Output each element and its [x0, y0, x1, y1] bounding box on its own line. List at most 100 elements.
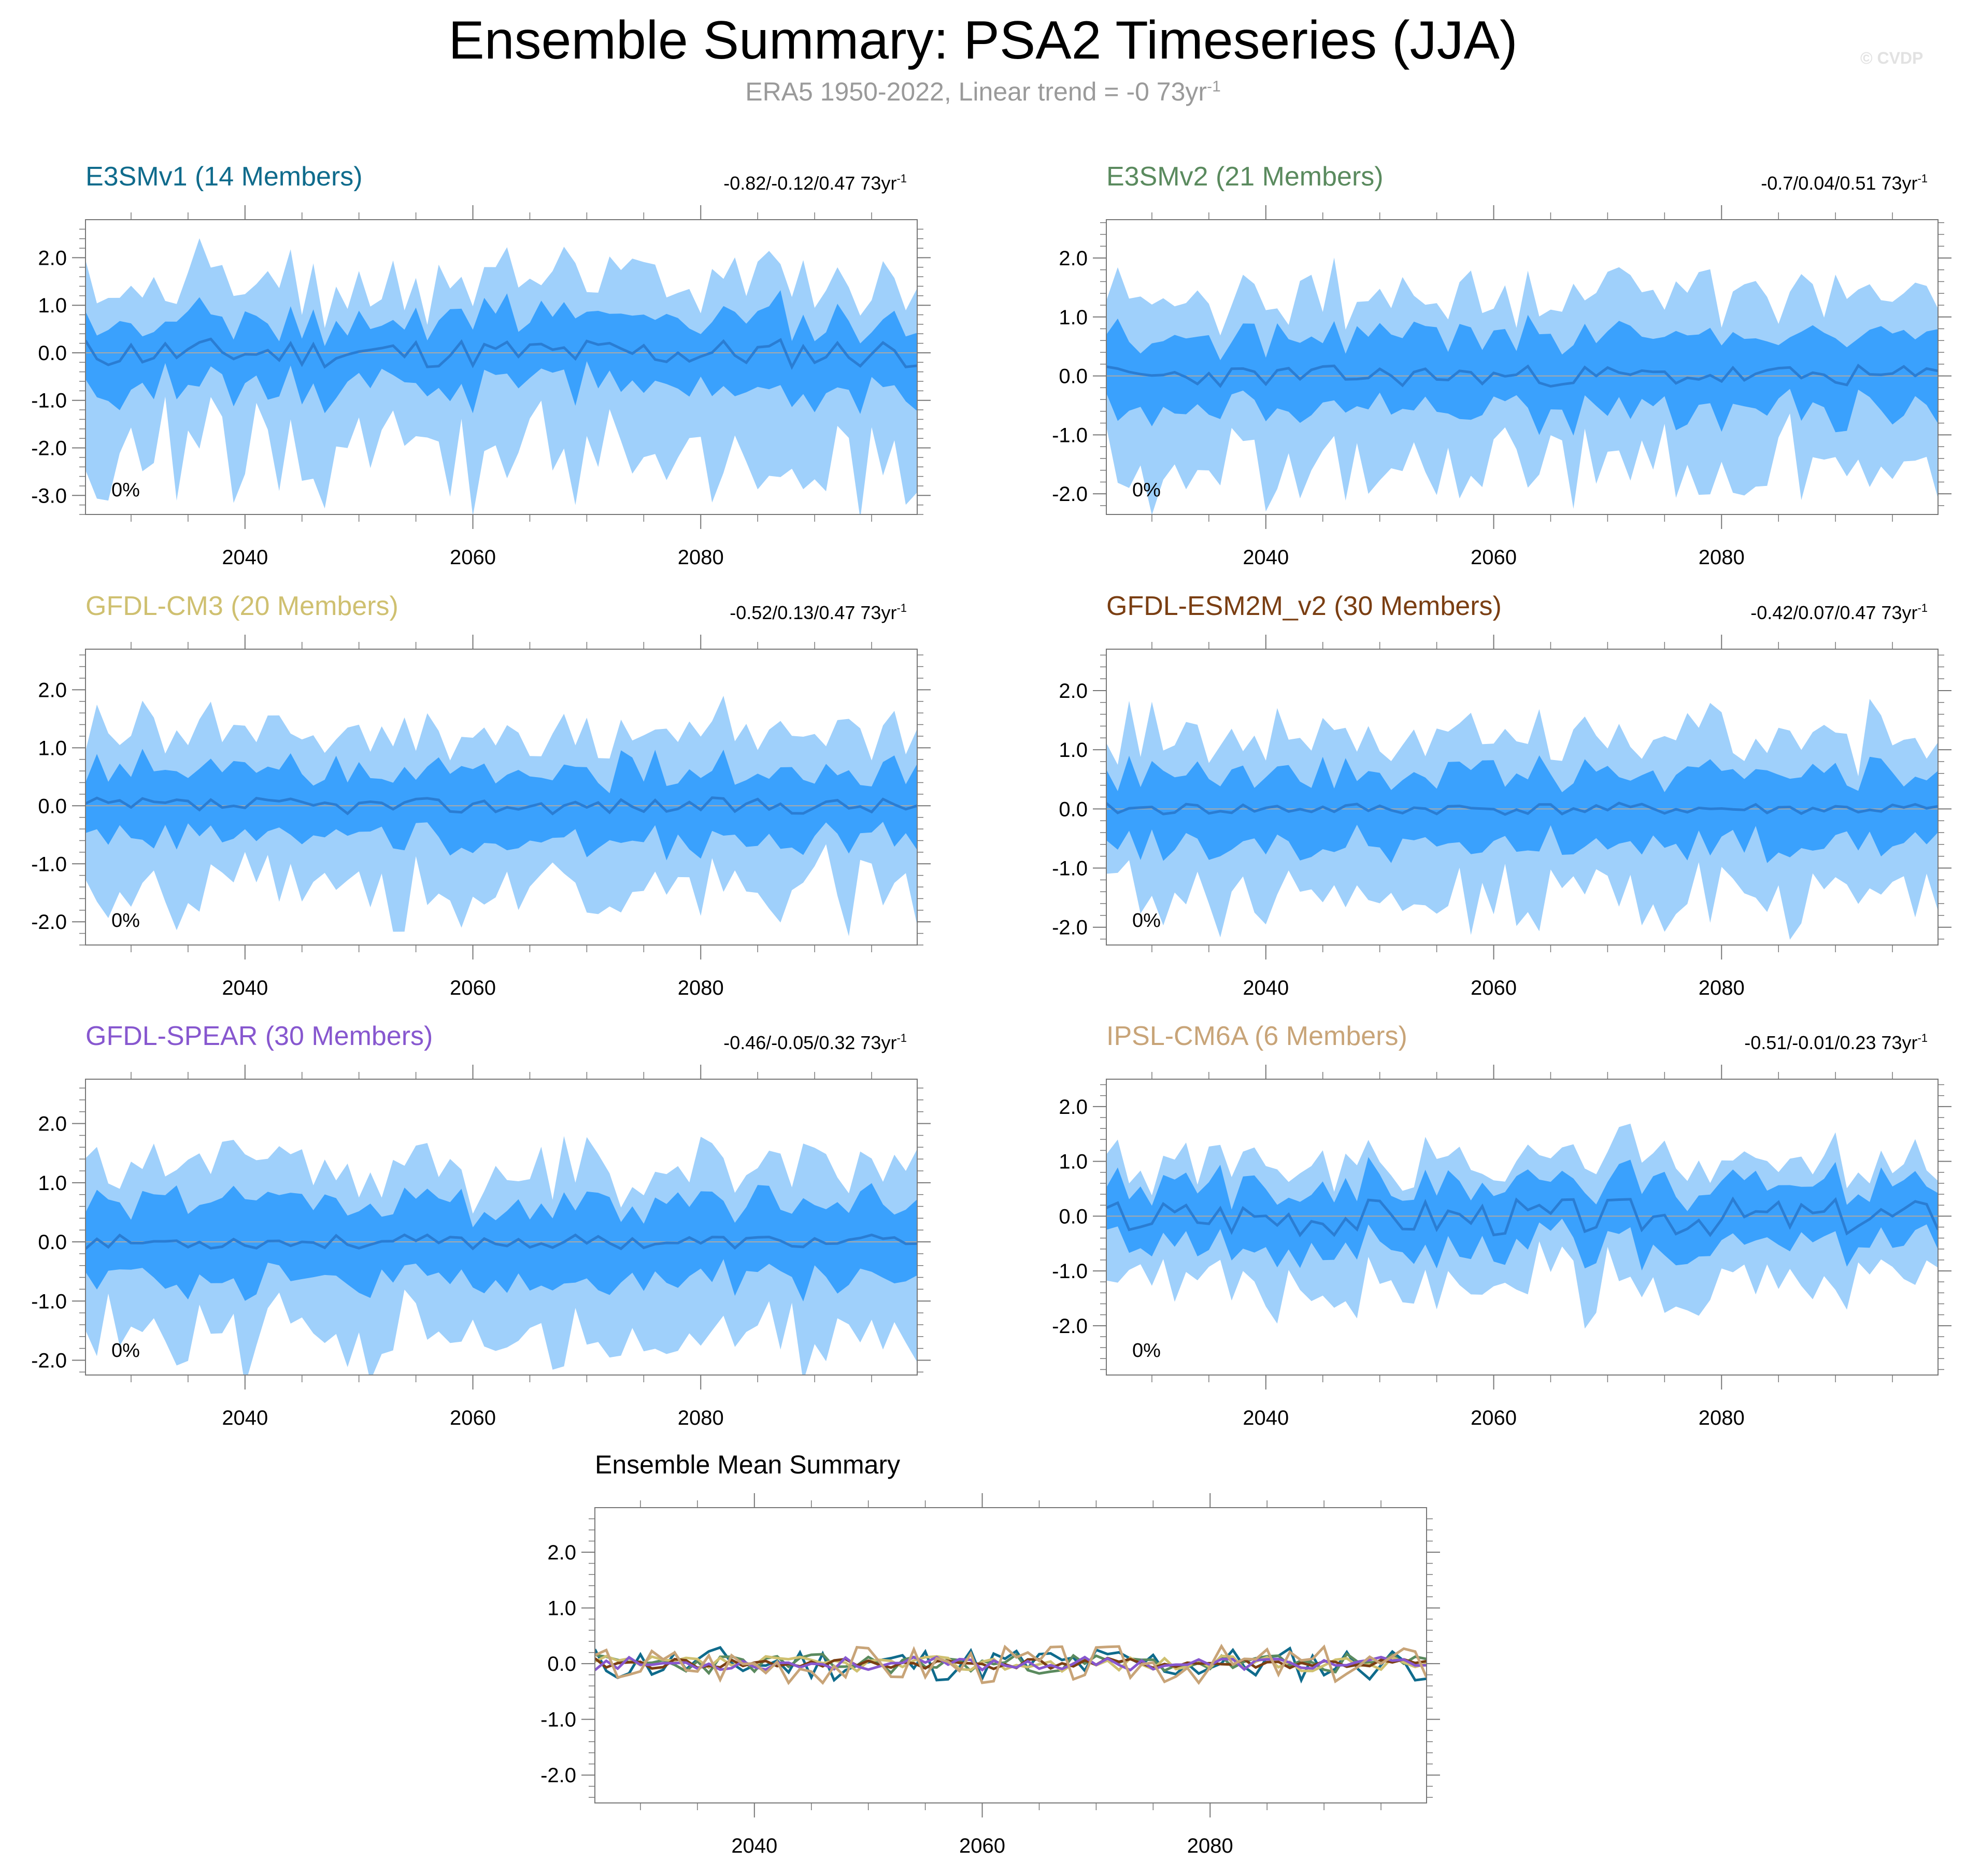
y-tick-label: -1.0 — [540, 1709, 576, 1731]
percent-label: 0% — [1132, 479, 1161, 501]
x-tick-label: 2060 — [1471, 977, 1517, 999]
panel-gfdl-cm3: GFDL-CM3 (20 Members) -0.52/0.13/0.47 73y… — [31, 591, 931, 999]
figure-title: Ensemble Summary: PSA2 Timeseries (JJA) — [448, 10, 1518, 70]
percent-label: 0% — [111, 479, 140, 501]
y-tick-label: 2.0 — [1059, 247, 1088, 270]
y-tick-label: -2.0 — [1052, 916, 1088, 939]
x-tick-label: 2080 — [1699, 546, 1745, 569]
y-tick-label: 1.0 — [547, 1597, 576, 1620]
panel-title: GFDL-ESM2M_v2 (30 Members) — [1106, 591, 1502, 621]
y-tick-label: 2.0 — [38, 247, 67, 269]
ensemble-median-line — [86, 796, 917, 815]
y-tick-label: 1.0 — [1059, 1151, 1088, 1173]
series-line-ipsl-cm6a — [595, 1643, 1427, 1685]
y-tick-label: -2.0 — [31, 437, 67, 460]
ensemble-median-line — [86, 1233, 917, 1251]
x-tick-label: 2060 — [1471, 546, 1517, 569]
trend-stats: -0.7/0.04/0.51 73yr-1 — [1761, 172, 1928, 194]
plot-area — [86, 696, 917, 936]
x-tick-label: 2040 — [1243, 1407, 1289, 1429]
subtitle-superscript: -1 — [1207, 78, 1221, 95]
y-tick-label: 1.0 — [38, 737, 67, 760]
panel-ipsl-cm6a: IPSL-CM6A (6 Members) -0.51/-0.01/0.23 73… — [1052, 1021, 1951, 1429]
x-tick-label: 2060 — [959, 1835, 1005, 1857]
y-tick-label: 2.0 — [1059, 1096, 1088, 1119]
y-tick-label: -1.0 — [1052, 857, 1088, 880]
cvdp-watermark: © CVDP — [1860, 49, 1924, 67]
y-tick-label: -3.0 — [31, 484, 67, 507]
plot-frame — [85, 219, 918, 515]
y-tick-label: -2.0 — [31, 911, 67, 934]
plot-frame — [85, 649, 918, 946]
x-tick-label: 2080 — [1699, 1407, 1745, 1429]
x-tick-label: 2060 — [1471, 1407, 1517, 1429]
figure-subtitle: ERA5 1950-2022, Linear trend = -0 73yr-1 — [0, 77, 1966, 107]
ensemble-median-line — [1106, 801, 1938, 816]
panel-title: GFDL-SPEAR (30 Members) — [86, 1021, 433, 1051]
y-tick-label: 2.0 — [38, 1113, 67, 1136]
plot-area — [86, 238, 917, 514]
x-tick-label: 2040 — [731, 1835, 777, 1857]
x-tick-label: 2080 — [678, 1407, 724, 1429]
plot-area — [1106, 257, 1938, 514]
percent-label: 0% — [111, 1340, 140, 1362]
plot-area — [1106, 1123, 1938, 1329]
inner-spread-band — [86, 749, 917, 861]
subtitle-text: ERA5 1950-2022, Linear trend = -0 73yr — [745, 77, 1207, 106]
panel-ensemble-mean: Ensemble Mean Summary 2.0 1.0 0.0 -1.0 -2.0 20… — [540, 1450, 1440, 1857]
x-tick-label: 2040 — [222, 546, 268, 569]
y-tick-label: -1.0 — [1052, 424, 1088, 447]
y-tick-label: 1.0 — [1059, 739, 1088, 762]
y-tick-label: 0.0 — [1059, 798, 1088, 821]
plot-frame — [85, 1079, 918, 1376]
y-tick-label: 0.0 — [1059, 1205, 1088, 1228]
y-tick-label: 2.0 — [38, 679, 67, 701]
ensemble-median-line — [1106, 1196, 1938, 1238]
x-tick-label: 2060 — [450, 977, 496, 999]
x-tick-label: 2040 — [222, 977, 268, 999]
percent-label: 0% — [1132, 1340, 1161, 1362]
plot-frame — [594, 1507, 1427, 1803]
y-tick-label: 0.0 — [1059, 365, 1088, 388]
trend-stats: -0.82/-0.12/0.47 73yr-1 — [723, 172, 907, 194]
percent-label: 0% — [111, 910, 140, 932]
y-tick-label: 0.0 — [547, 1653, 576, 1675]
inner-spread-band — [1106, 314, 1938, 436]
panel-gfdl-esm2m-v2: GFDL-ESM2M_v2 (30 Members) -0.42/0.07/0.4… — [1052, 591, 1951, 999]
inner-spread-band — [1106, 1157, 1938, 1271]
y-tick-label: 1.0 — [1059, 306, 1088, 329]
panel-title: IPSL-CM6A (6 Members) — [1106, 1021, 1407, 1051]
panel-title: E3SMv2 (21 Members) — [1106, 162, 1384, 192]
y-tick-label: 0.0 — [38, 342, 67, 365]
plot-area — [1106, 699, 1938, 940]
outer-spread-band — [86, 238, 917, 514]
x-tick-label: 2060 — [450, 546, 496, 569]
y-tick-label: -1.0 — [31, 853, 67, 876]
y-tick-label: 1.0 — [38, 294, 67, 317]
panel-title: E3SMv1 (14 Members) — [86, 162, 363, 192]
y-tick-label: -1.0 — [31, 390, 67, 412]
y-tick-label: 0.0 — [38, 1231, 67, 1254]
y-tick-label: -2.0 — [1052, 1315, 1088, 1338]
panel-title: Ensemble Mean Summary — [595, 1450, 900, 1479]
x-tick-label: 2080 — [1699, 977, 1745, 999]
x-tick-label: 2040 — [1243, 546, 1289, 569]
trend-stats: -0.52/0.13/0.47 73yr-1 — [730, 602, 907, 623]
plot-area — [595, 1643, 1427, 1685]
y-tick-label: 0.0 — [38, 795, 67, 818]
panel-e3smv2: E3SMv2 (21 Members) -0.7/0.04/0.51 73yr-1… — [1052, 162, 1951, 569]
x-tick-label: 2060 — [450, 1407, 496, 1429]
plot-frame — [1106, 219, 1939, 515]
y-tick-label: 2.0 — [1059, 680, 1088, 703]
x-tick-label: 2080 — [1187, 1835, 1233, 1857]
plot-area — [86, 1136, 917, 1375]
x-tick-label: 2040 — [1243, 977, 1289, 999]
y-tick-label: -2.0 — [1052, 483, 1088, 506]
y-tick-label: -2.0 — [540, 1764, 576, 1787]
panel-title: GFDL-CM3 (20 Members) — [86, 591, 398, 621]
series-line-gfdl-spear — [595, 1655, 1427, 1672]
y-tick-label: -1.0 — [31, 1290, 67, 1313]
percent-label: 0% — [1132, 910, 1161, 932]
trend-stats: -0.46/-0.05/0.32 73yr-1 — [723, 1032, 907, 1053]
